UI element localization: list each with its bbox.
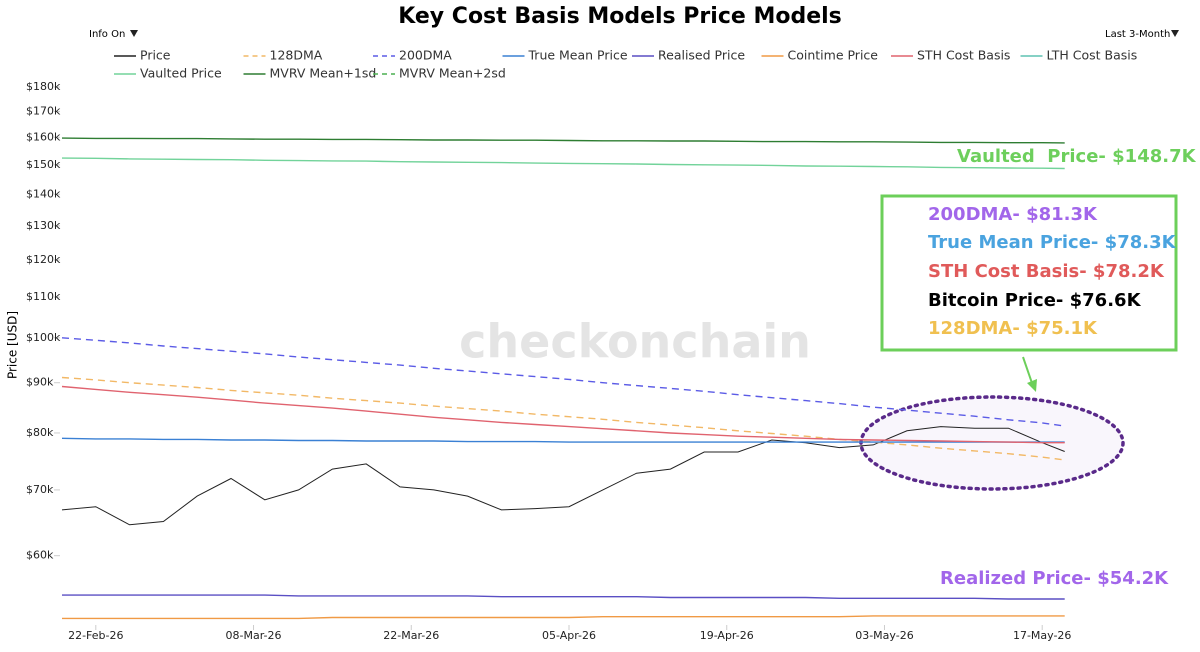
x-tick-label: 17-May-26 bbox=[1013, 629, 1071, 642]
series-line bbox=[61, 137, 1065, 144]
y-tick-label: $80k bbox=[26, 426, 54, 439]
series-line bbox=[61, 426, 1065, 526]
info-toggle[interactable]: Info On bbox=[89, 29, 125, 40]
info-dropdown-arrow[interactable] bbox=[130, 30, 138, 37]
callout-arrow bbox=[1022, 356, 1034, 387]
legend-label: STH Cost Basis bbox=[917, 48, 1010, 63]
x-tick-label: 22-Mar-26 bbox=[383, 629, 439, 642]
y-tick-label: $90k bbox=[26, 376, 54, 389]
series-line bbox=[61, 376, 1065, 461]
legend-label: Realised Price bbox=[658, 48, 745, 63]
series-line bbox=[61, 437, 1065, 443]
legend-label: Vaulted Price bbox=[140, 66, 222, 81]
y-tick-label: $160k bbox=[26, 130, 61, 143]
legend-label: 200DMA bbox=[399, 48, 452, 63]
legend-label: LTH Cost Basis bbox=[1047, 48, 1138, 63]
x-tick-label: 22-Feb-26 bbox=[68, 629, 123, 642]
y-tick-label: $70k bbox=[26, 483, 54, 496]
annotation: Realized Price- $54.2K bbox=[940, 568, 1169, 589]
y-tick-label: $110k bbox=[26, 290, 61, 303]
annotation: STH Cost Basis- $78.2K bbox=[928, 261, 1165, 282]
y-tick-label: $120k bbox=[26, 253, 61, 266]
legend-label: MVRV Mean+1sd bbox=[270, 66, 377, 81]
callout-arrowhead bbox=[1027, 379, 1037, 392]
annotation: Vaulted Price- $148.7K bbox=[957, 146, 1197, 167]
annotation: True Mean Price- $78.3K bbox=[928, 232, 1177, 253]
range-dropdown-arrow[interactable] bbox=[1171, 30, 1179, 37]
y-axis-label: Price [USD] bbox=[6, 311, 20, 379]
range-select[interactable]: Last 3-Month bbox=[1105, 29, 1170, 40]
legend-label: 128DMA bbox=[270, 48, 323, 63]
legend-label: MVRV Mean+2sd bbox=[399, 66, 506, 81]
x-tick-label: 08-Mar-26 bbox=[226, 629, 282, 642]
series-line bbox=[61, 157, 1065, 170]
x-tick-label: 03-May-26 bbox=[855, 629, 913, 642]
y-tick-label: $150k bbox=[26, 158, 61, 171]
series-line bbox=[62, 615, 1065, 620]
y-tick-label: $140k bbox=[26, 187, 61, 200]
legend-label: Cointime Price bbox=[788, 48, 879, 63]
chart-title: Key Cost Basis Models Price Models bbox=[398, 4, 842, 29]
annotation: Bitcoin Price- $76.6K bbox=[928, 290, 1142, 311]
y-tick-label: $170k bbox=[26, 104, 61, 117]
x-tick-label: 05-Apr-26 bbox=[542, 629, 596, 642]
legend-label: Price bbox=[140, 48, 171, 63]
callout-box bbox=[880, 194, 1178, 352]
y-tick-label: $60k bbox=[26, 549, 54, 562]
series-line bbox=[62, 594, 1065, 600]
y-tick-label: $180k bbox=[26, 80, 61, 93]
series-line bbox=[61, 385, 1065, 444]
watermark: checkonchain bbox=[459, 315, 811, 369]
x-tick-label: 19-Apr-26 bbox=[700, 629, 754, 642]
series-line bbox=[61, 337, 1065, 427]
annotation: 128DMA- $75.1K bbox=[928, 318, 1098, 339]
annotation: 200DMA- $81.3K bbox=[928, 204, 1098, 225]
legend-label: True Mean Price bbox=[528, 48, 628, 63]
y-tick-label: $100k bbox=[26, 331, 61, 344]
highlight-ellipse bbox=[859, 395, 1125, 491]
y-tick-label: $130k bbox=[26, 219, 61, 232]
